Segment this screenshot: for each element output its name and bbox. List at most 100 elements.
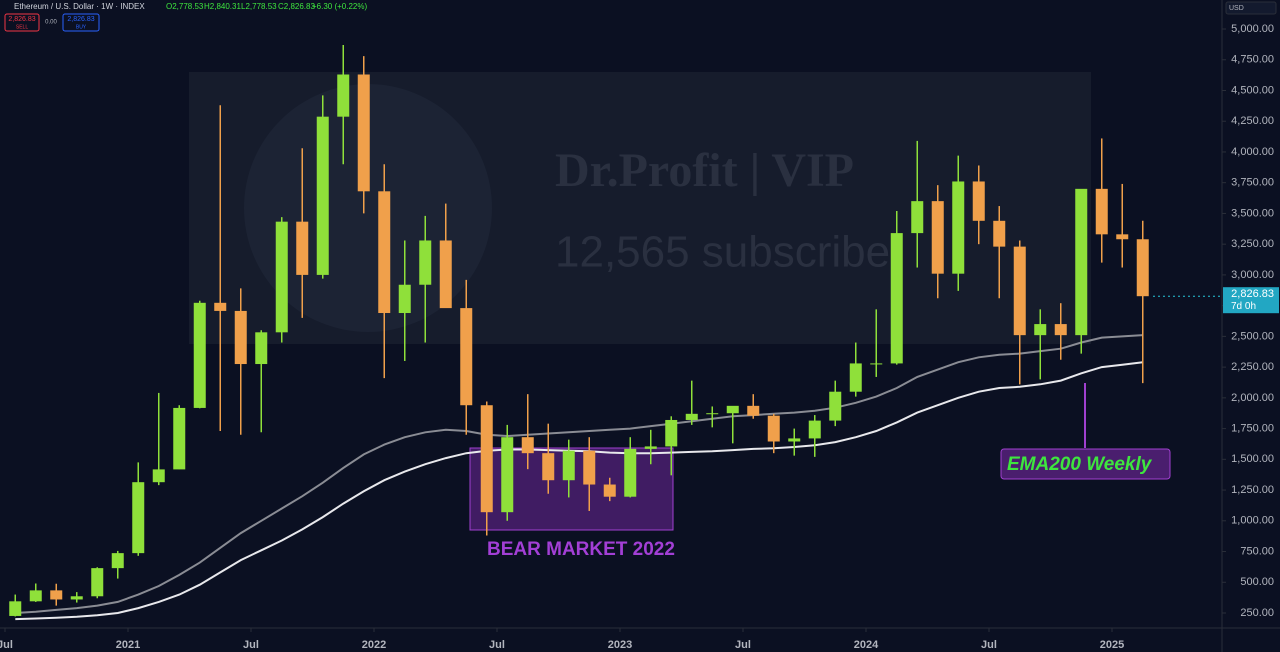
last-price-box (1223, 287, 1279, 314)
candle-body (685, 413, 698, 420)
buy-label[interactable]: BUY (76, 24, 87, 30)
candle-body (439, 240, 452, 309)
candle-body (767, 415, 780, 442)
y-tick-label: 750.00 (1240, 545, 1274, 557)
candle-body (378, 191, 391, 314)
ohlc-change: +6.30 (+0.22%) (312, 2, 367, 11)
y-tick-label: 3,000.00 (1231, 269, 1274, 281)
y-tick-label: 1,750.00 (1231, 422, 1274, 434)
y-tick-label: 2,000.00 (1231, 392, 1274, 404)
candle-body (480, 405, 493, 513)
candle-body (542, 453, 555, 481)
x-tick-label: 2023 (608, 639, 632, 651)
candle-body (234, 310, 247, 365)
y-tick-label: 2,500.00 (1231, 330, 1274, 342)
candle-body (624, 448, 637, 497)
sell-label[interactable]: SELL (16, 24, 28, 30)
y-tick-label: 4,500.00 (1231, 84, 1274, 96)
candle-body (357, 74, 370, 192)
candle-body (501, 437, 514, 513)
x-tick-label: 2022 (362, 639, 386, 651)
ema-line (15, 334, 1143, 614)
candle-body (1054, 324, 1067, 336)
candle-body (91, 568, 104, 597)
watermark-subtitle: 12,565 subscribe (555, 228, 890, 277)
y-tick-label: 2,250.00 (1231, 361, 1274, 373)
candle-body (726, 405, 739, 414)
candle-body (316, 116, 329, 275)
buy-button[interactable] (62, 13, 100, 32)
candle-body (214, 302, 227, 311)
y-tick-label: 4,000.00 (1231, 146, 1274, 158)
spread: 0.00 (45, 20, 57, 26)
candle-body (1095, 188, 1108, 235)
y-tick-label: 1,250.00 (1231, 484, 1274, 496)
header: Ethereum / U.S. Dollar · 1W · INDEX O2,7… (4, 1, 1277, 32)
y-tick-label: 3,250.00 (1231, 238, 1274, 250)
candle-body (132, 482, 145, 554)
x-tick-label: Jul (243, 639, 259, 651)
candle-body (275, 221, 288, 333)
candle-body (152, 469, 165, 483)
candle-body (50, 590, 63, 600)
y-tick-label: 5,000.00 (1231, 23, 1274, 35)
candle-body (993, 220, 1006, 247)
candle-body (603, 484, 616, 497)
candle-body (111, 553, 124, 569)
ohlc-close: C2,826.83 (278, 2, 315, 11)
candle-body (173, 407, 186, 470)
buy-price[interactable]: 2,826.83 (67, 16, 94, 23)
bear-market-label: BEAR MARKET 2022 (487, 539, 675, 560)
x-tick-label: 2025 (1100, 639, 1124, 651)
candle-body (870, 363, 883, 365)
candle-body (1075, 188, 1088, 336)
candle-body (665, 419, 678, 447)
y-tick-label: 1,500.00 (1231, 453, 1274, 465)
ema-label: EMA200 Weekly (1007, 454, 1153, 475)
ohlc-open: O2,778.53 (166, 2, 204, 11)
candle-body (9, 601, 22, 616)
y-tick-label: 250.00 (1240, 607, 1274, 619)
candle-body (29, 590, 42, 602)
candle-body (1136, 239, 1149, 297)
candle-body (849, 363, 862, 392)
candle-body (70, 596, 83, 600)
x-tick-label: 2024 (854, 639, 879, 651)
candle-body (747, 405, 760, 416)
candle-body (952, 181, 965, 274)
x-tick-label: Jul (0, 639, 13, 651)
candle-body (398, 284, 411, 314)
x-tick-label: Jul (981, 639, 997, 651)
ema-label-box (1000, 448, 1171, 480)
last-price-label: 2,826.83 (1231, 288, 1274, 300)
y-tick-label: 4,750.00 (1231, 54, 1274, 66)
candle-body (521, 437, 534, 454)
candle-body (706, 413, 719, 415)
candle-body (562, 450, 575, 481)
candle-body (1116, 234, 1129, 240)
candle-body (419, 240, 432, 285)
currency[interactable]: USD (1229, 5, 1244, 12)
currency-button[interactable] (1225, 1, 1277, 15)
candle-body (1034, 324, 1047, 336)
y-tick-label: 3,500.00 (1231, 207, 1274, 219)
candle-body (337, 74, 350, 117)
y-tick-label: 500.00 (1240, 576, 1274, 588)
y-tick-label: 4,250.00 (1231, 115, 1274, 127)
candle-body (193, 302, 206, 408)
ohlc-high: H2,840.31 (204, 2, 241, 11)
y-tick-label: 1,000.00 (1231, 515, 1274, 527)
candle-body (931, 201, 944, 274)
sell-price[interactable]: 2,826.83 (8, 16, 35, 23)
symbol: Ethereum / U.S. Dollar · 1W · INDEX (14, 2, 145, 11)
x-tick-label: Jul (489, 639, 505, 651)
sell-button[interactable] (4, 13, 40, 32)
candle-body (644, 446, 657, 449)
ema-line (15, 361, 1143, 621)
candle-body (1013, 246, 1026, 336)
candle-body (583, 450, 596, 485)
candle-body (911, 201, 924, 234)
candle-body (296, 221, 309, 275)
candle-body (255, 332, 268, 365)
